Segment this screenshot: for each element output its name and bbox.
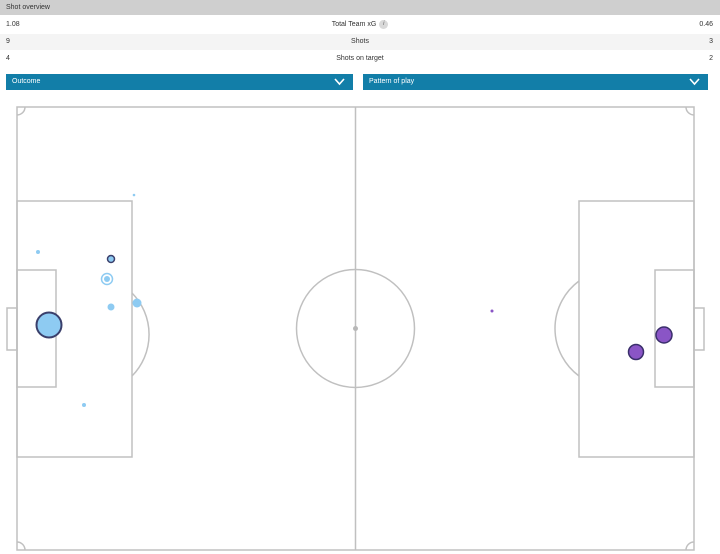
shot-marker[interactable] (106, 254, 116, 264)
shot-marker[interactable] (107, 303, 115, 311)
chevron-down-icon (689, 78, 700, 86)
corner-arc (685, 106, 695, 116)
panel-title: Shot overview (6, 4, 50, 11)
corner-arc (16, 541, 26, 551)
chevron-down-icon (334, 78, 345, 86)
info-icon[interactable]: i (379, 19, 389, 29)
home-shots: 9 (6, 38, 10, 45)
right-penalty-arc (554, 280, 580, 377)
shot-marker[interactable] (36, 250, 40, 254)
corner-arc (685, 541, 695, 551)
outcome-dropdown[interactable]: Outcome (6, 74, 353, 90)
stat-label-shots: Shots (351, 38, 369, 45)
center-circle (295, 268, 416, 389)
outcome-dropdown-label: Outcome (12, 78, 41, 85)
center-spot (353, 326, 358, 331)
left-penalty-area (16, 200, 133, 458)
stat-row-shots-on-target: 4 Shots on target 2 (0, 51, 720, 67)
away-xg: 0.46 (699, 21, 713, 28)
home-xg: 1.08 (6, 21, 20, 28)
shot-marker[interactable] (104, 276, 110, 282)
stat-label-shots-on-target: Shots on target (336, 55, 384, 62)
right-goal (693, 307, 705, 351)
stat-label-xg: Total Team xG (331, 21, 377, 28)
left-goal (6, 307, 18, 351)
shot-marker[interactable] (132, 193, 136, 197)
shot-marker[interactable] (82, 403, 86, 407)
pattern-of-play-dropdown[interactable]: Pattern of play (363, 74, 708, 90)
stat-row-xg: 1.08 Total Team xG i 0.46 (0, 17, 720, 33)
pattern-dropdown-label: Pattern of play (369, 78, 415, 85)
right-penalty-area (578, 200, 695, 458)
panel-header: Shot overview (0, 0, 720, 15)
shot-marker[interactable] (490, 309, 494, 313)
home-shots-on-target: 4 (6, 55, 10, 62)
away-shots-on-target: 2 (709, 55, 713, 62)
away-shots: 3 (709, 38, 713, 45)
shot-marker[interactable] (35, 311, 63, 339)
stat-row-shots: 9 Shots 3 (0, 34, 720, 50)
shot-marker[interactable] (655, 326, 673, 344)
shot-marker[interactable] (627, 343, 645, 361)
corner-arc (16, 106, 26, 116)
shot-marker[interactable] (132, 298, 142, 308)
